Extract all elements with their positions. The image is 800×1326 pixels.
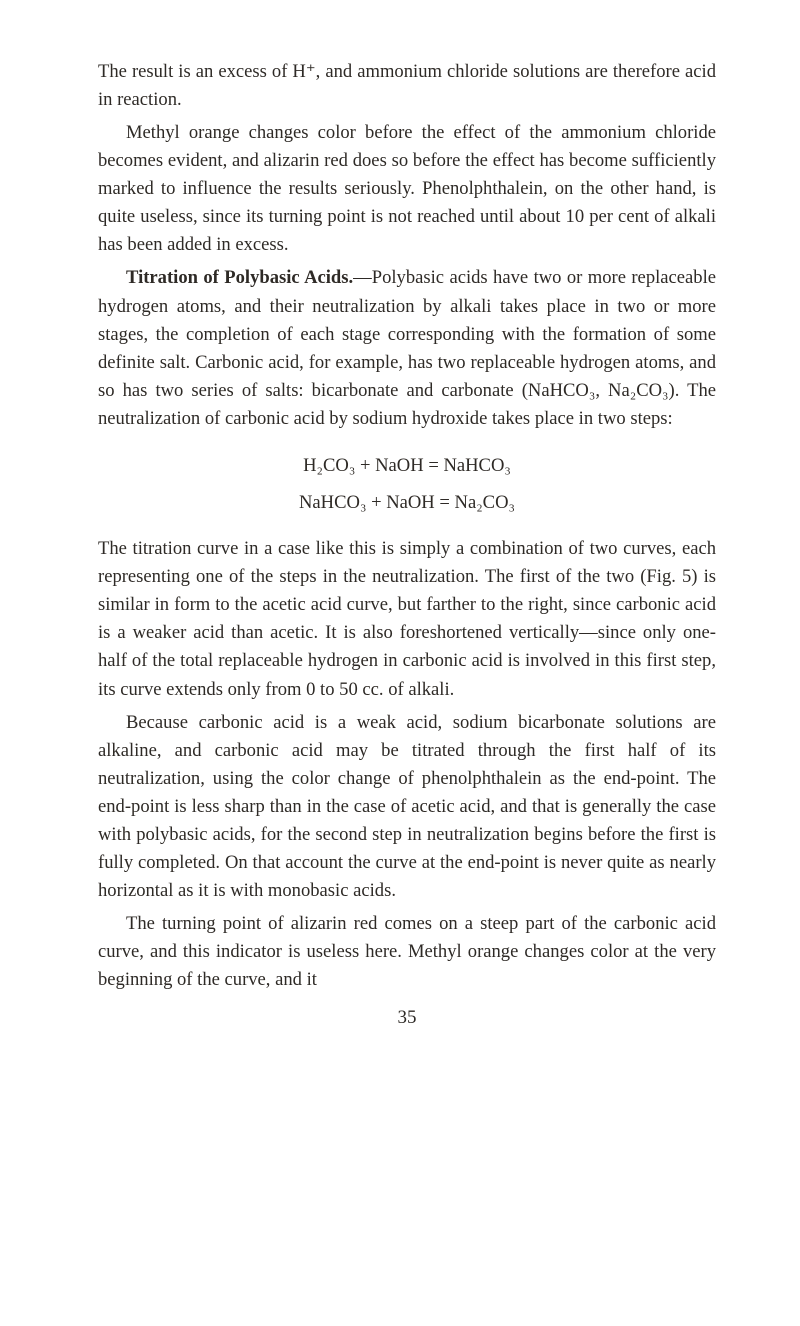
paragraph-3: Titration of Polybasic Acids.—Polybasic …	[98, 264, 716, 432]
paragraph-6: The turning point of alizarin red comes …	[98, 910, 716, 994]
page-number: 35	[98, 1004, 716, 1033]
paragraph-2: Methyl orange changes color before the e…	[98, 119, 716, 259]
paragraph-3-body: —Polybasic acids have two or more replac…	[98, 267, 716, 428]
section-heading-titration: Titration of Polybasic Acids.	[126, 267, 353, 288]
paragraph-6-text: The turning point of alizarin red comes …	[98, 913, 716, 990]
paragraph-2-text: Methyl orange changes color before the e…	[98, 122, 716, 255]
paragraph-4: The titration curve in a case like this …	[98, 535, 716, 703]
formula-1: H₂CO₃ + NaOH = NaHCO₃	[98, 447, 716, 484]
paragraph-5-text: Because carbonic acid is a weak acid, so…	[98, 712, 716, 901]
paragraph-5: Because carbonic acid is a weak acid, so…	[98, 709, 716, 905]
paragraph-4-text: The titration curve in a case like this …	[98, 538, 716, 699]
document-page: The result is an excess of H⁺, and ammon…	[0, 0, 800, 1326]
formula-block: H₂CO₃ + NaOH = NaHCO₃ NaHCO₃ + NaOH = Na…	[98, 447, 716, 521]
paragraph-1-text: The result is an excess of H⁺, and ammon…	[98, 61, 716, 110]
paragraph-1: The result is an excess of H⁺, and ammon…	[98, 58, 716, 114]
formula-2: NaHCO₃ + NaOH = Na₂CO₃	[98, 484, 716, 521]
